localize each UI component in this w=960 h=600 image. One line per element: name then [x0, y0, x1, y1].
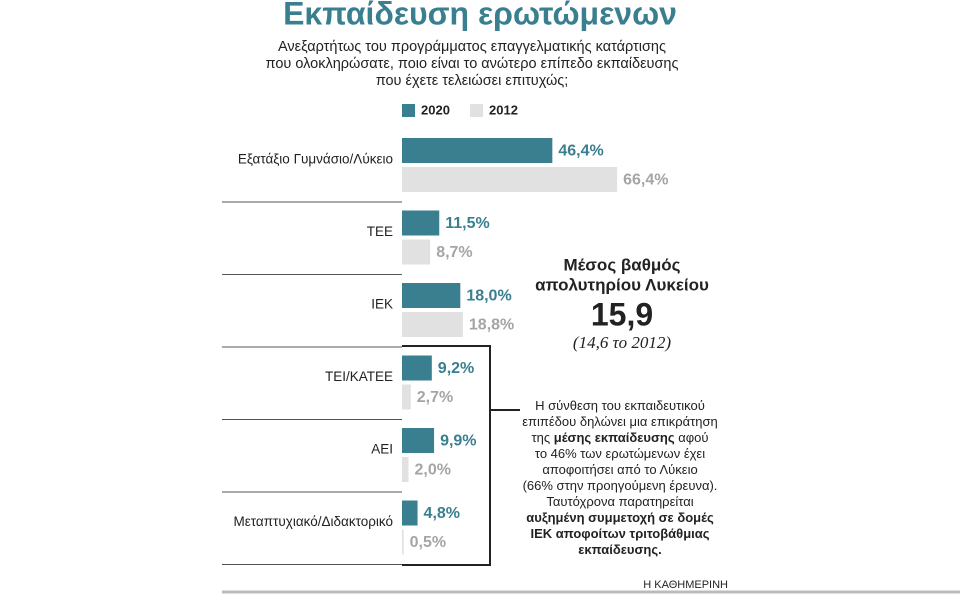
bar — [402, 283, 461, 308]
category-label: ΤΕΙ/ΚΑΤΕΕ — [325, 369, 393, 384]
note-line: εκπαίδευσης. — [578, 542, 661, 557]
value-label: 8,7% — [436, 244, 472, 261]
category-label: ΤΕΕ — [367, 224, 393, 239]
value-label: 2,7% — [417, 389, 453, 406]
bar — [402, 138, 553, 163]
category-label: ΑΕΙ — [371, 442, 393, 457]
legend-label: 2020 — [421, 102, 450, 117]
source: Η ΚΑΘΗΜΕΡΙΝΗ — [643, 579, 728, 591]
side-heading: Μέσος βαθμός — [563, 255, 680, 274]
note-line: αυξημένη συμμετοχή σε δομές — [526, 510, 714, 525]
note-line: Η σύνθεση του εκπαιδευτικού — [535, 398, 705, 413]
value-label: 9,9% — [440, 433, 476, 450]
bar — [402, 355, 432, 381]
note-line: (66% στην προηγούμενη έρευνα). — [523, 478, 718, 493]
subtitle: Ανεξαρτήτως του προγράμματος επαγγελματι… — [278, 39, 666, 55]
value-label: 2,0% — [414, 462, 450, 479]
note-line: ΙΕΚ αποφοίτων τριτοβάθμιας — [530, 526, 709, 541]
bar — [402, 210, 440, 236]
category-label: Εξατάξιο Γυμνάσιο/Λύκειο — [238, 152, 393, 167]
bar — [402, 167, 618, 192]
value-label: 11,5% — [445, 215, 489, 232]
bar — [402, 529, 404, 555]
bar — [402, 457, 409, 482]
subtitle: που ολοκληρώσατε, ποιο είναι το ανώτερο … — [266, 56, 679, 72]
note-line: αποφοιτήσει από το Λύκειο — [542, 462, 697, 477]
bar — [402, 428, 435, 453]
side-box: Μέσος βαθμός απολυτηρίου Λυκείου 15,9 (1… — [535, 255, 709, 351]
bar — [402, 384, 411, 410]
category-label: ΙΕΚ — [371, 297, 393, 312]
value-label: 46,4% — [558, 143, 603, 160]
note-line: Ταυτόχρονα παρατηρείται — [546, 494, 693, 509]
subtitle: που έχετε τελειώσει επιτυχώς; — [376, 73, 569, 89]
value-label: 9,2% — [438, 360, 474, 377]
value-label: 66,4% — [623, 172, 668, 189]
side-heading: απολυτηρίου Λυκείου — [535, 275, 709, 294]
side-note: (14,6 το 2012) — [573, 333, 671, 352]
chart-title: Εκπαίδευση ερωτώμενων — [283, 0, 677, 31]
note-line: το 46% των ερωτώμενων έχει — [535, 446, 705, 461]
category-label: Μεταπτυχιακό/Διδακτορικό — [234, 514, 393, 529]
legend-label: 2012 — [489, 102, 518, 117]
legend-swatch — [402, 104, 415, 117]
note-line: της μέσης εκπαίδευσης αφού — [531, 430, 708, 445]
bar — [402, 312, 463, 337]
bar — [402, 500, 418, 526]
note-line: επιπέδου δηλώνει μια επικράτηση — [522, 414, 718, 429]
legend-swatch — [470, 104, 483, 117]
value-label: 18,8% — [469, 317, 514, 334]
bar — [402, 239, 431, 265]
value-label: 4,8% — [424, 505, 460, 522]
value-label: 0,5% — [410, 534, 446, 551]
bracket — [402, 345, 520, 566]
value-label: 18,0% — [466, 288, 511, 305]
side-value: 15,9 — [591, 296, 653, 332]
note: Η σύνθεση του εκπαιδευτικού επιπέδου δηλ… — [522, 398, 718, 557]
